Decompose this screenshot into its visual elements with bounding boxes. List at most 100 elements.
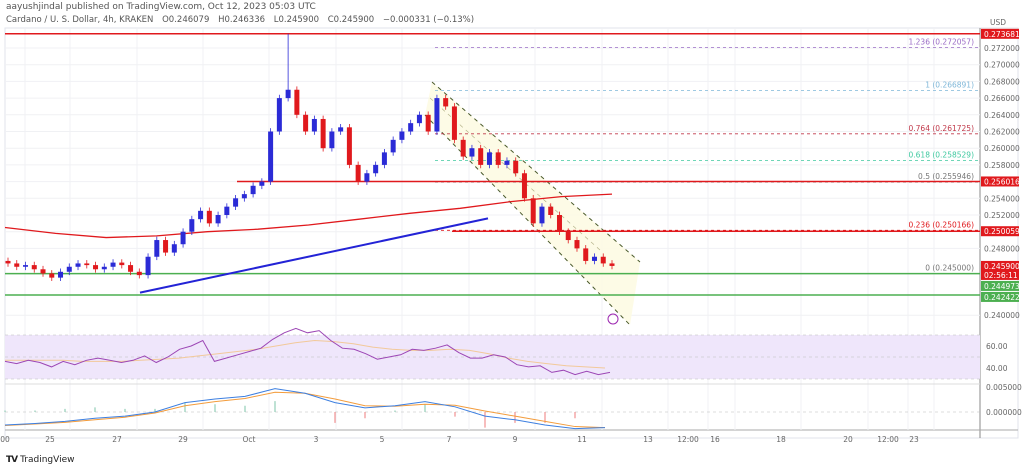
ohlc-high: H0.246336 [218, 15, 266, 25]
price-tag-label: 0.250059 [984, 227, 1020, 236]
candle-body [136, 271, 142, 276]
price-tag-label: 0.244973 [984, 282, 1020, 291]
price-tick-label: 0.252000 [984, 211, 1020, 220]
time-tick-label: 23 [909, 435, 919, 444]
time-tick-label: 25 [45, 435, 55, 444]
symbol-name[interactable]: Cardano / U. S. Dollar, 4h, KRAKEN [6, 15, 154, 25]
candle-body [14, 263, 20, 267]
candle-body [303, 114, 309, 132]
price-tag [981, 260, 1019, 280]
time-tick-label: Oct [243, 435, 256, 444]
price-tick-label: 0.248000 [984, 244, 1020, 253]
candle-body [215, 215, 221, 224]
time-tick-label: 7 [447, 435, 452, 444]
candle-body [268, 131, 274, 182]
candle-body [276, 98, 282, 132]
countdown-label: 02:56:11 [984, 271, 1018, 280]
price-tag [981, 28, 1019, 39]
time-tick-label: 16 [710, 435, 720, 444]
candle-body [206, 210, 212, 224]
candle-body [66, 266, 72, 272]
candle-body [58, 271, 64, 278]
candle-body [145, 256, 151, 276]
time-tick-label: 9 [513, 435, 518, 444]
fib-level-label: 0.5 (0.255946) [918, 172, 974, 181]
rsi-axis-label: 60.00 [986, 342, 1008, 351]
candle-body [548, 206, 554, 215]
macd-line [4, 388, 606, 430]
fib-level-label: 0.764 (0.261725) [909, 124, 975, 133]
time-tick-label: 00 [0, 435, 10, 444]
candle-body [556, 215, 562, 232]
ohlc-close: C0.245900 [327, 15, 375, 25]
price-tag [981, 291, 1019, 302]
candle-body [154, 240, 160, 257]
price-tick-label: 0.270000 [984, 61, 1020, 70]
candle-body [373, 164, 379, 174]
moving-average-line [4, 193, 613, 239]
candle-body [285, 89, 291, 99]
time-tick-label: 27 [112, 435, 122, 444]
tv-logo-icon: TV [6, 455, 18, 465]
candle-body [110, 262, 116, 267]
alert-icon [607, 313, 619, 325]
candle-body [224, 206, 230, 215]
candle-body [23, 265, 29, 267]
candle-body [504, 160, 510, 165]
candle-body [364, 173, 370, 182]
time-tick-label: 11 [577, 435, 587, 444]
price-tag [981, 226, 1019, 237]
candle-body [40, 269, 46, 274]
candle-body [521, 173, 527, 199]
fib-level-label: 1 (0.266891) [925, 81, 974, 90]
tradingview-logo[interactable]: TV TradingView [6, 455, 75, 465]
candle-body [591, 256, 597, 261]
candle-body [31, 265, 37, 270]
candle-body [469, 148, 475, 157]
rsi-axis-label: 40.00 [986, 364, 1008, 373]
candle-body [259, 181, 265, 186]
price-tick-label: 0.240000 [984, 311, 1020, 320]
candle-body [101, 266, 107, 270]
candle-body [311, 118, 317, 132]
candle-body [609, 263, 615, 266]
candle-body [530, 198, 536, 224]
candle-body [320, 118, 326, 149]
candle-body [390, 139, 396, 153]
channel-line [431, 81, 641, 263]
ohlc-low: L0.245900 [273, 15, 320, 25]
ohlc-open: O0.246079 [162, 15, 210, 25]
publisher-note: aayushjindal published on TradingView.co… [6, 2, 316, 12]
candle-body [416, 114, 422, 124]
candle-body [189, 219, 195, 232]
fib-level-label: 0.236 (0.250166) [909, 220, 975, 229]
candle-body [75, 263, 81, 267]
price-tick-label: 0.254000 [984, 194, 1020, 203]
candle-body [513, 160, 519, 174]
currency-label: USD [990, 18, 1006, 27]
candle-body [294, 89, 300, 115]
time-tick-label: 13 [643, 435, 653, 444]
price-tag-label: 0.273681 [984, 30, 1020, 39]
candle-body [381, 152, 387, 165]
channel-line [424, 114, 631, 326]
candle-body [355, 164, 361, 182]
candle-body [565, 231, 571, 241]
rsi-line [4, 327, 611, 376]
candle-body [93, 265, 99, 270]
candle-body [198, 210, 204, 220]
price-tag [981, 176, 1019, 187]
time-tick-label: 18 [776, 435, 786, 444]
channel-line [429, 97, 601, 251]
time-tick-label: 12:00 [677, 435, 699, 444]
candle-body [346, 127, 352, 165]
price-tick-label: 0.272000 [984, 44, 1020, 53]
candle-body [250, 185, 256, 195]
symbol-legend: Cardano / U. S. Dollar, 4h, KRAKEN O0.24… [6, 15, 480, 25]
candle-body [233, 198, 239, 207]
price-tick-label: 0.264000 [984, 111, 1020, 120]
time-tick-label: 20 [843, 435, 853, 444]
candle-body [408, 123, 414, 132]
time-tick-label: 5 [380, 435, 385, 444]
